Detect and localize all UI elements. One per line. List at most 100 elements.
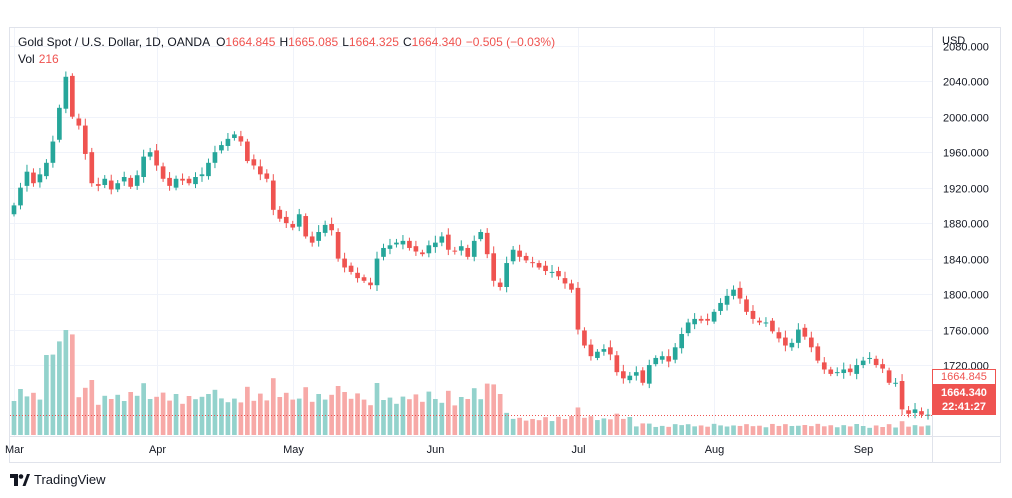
volume-bar xyxy=(808,426,814,435)
candle-body xyxy=(225,138,231,146)
volume-bar xyxy=(834,427,840,435)
candle-body xyxy=(394,242,399,245)
volume-bar xyxy=(718,425,723,435)
volume-bar xyxy=(193,399,198,435)
candle-body xyxy=(854,365,860,374)
candle-body xyxy=(128,177,134,187)
legend-close-value: 1664.340 xyxy=(411,35,462,49)
volume-bar xyxy=(588,416,594,435)
candle-body xyxy=(705,318,710,321)
volume-bar xyxy=(439,402,445,435)
volume-bar xyxy=(290,399,296,435)
candle-body xyxy=(407,240,412,248)
volume-value: 216 xyxy=(38,52,59,66)
volume-bar xyxy=(141,383,146,435)
candle-body xyxy=(724,295,730,305)
volume-legend: Vol 216 xyxy=(18,52,59,66)
candle-body xyxy=(134,175,140,186)
volume-bar xyxy=(407,399,412,435)
volume-bar xyxy=(322,399,328,435)
volume-bar xyxy=(724,426,730,435)
candle-body xyxy=(147,152,153,157)
volume-bar xyxy=(420,401,425,435)
candle-body xyxy=(770,320,775,332)
candle-body xyxy=(232,134,237,138)
candle-body xyxy=(342,258,347,268)
y-tick-label: 1760.000 xyxy=(943,326,989,338)
volume-bar xyxy=(601,418,607,435)
candle-body xyxy=(368,282,373,286)
volume-bar xyxy=(510,418,516,435)
volume-bar xyxy=(445,390,451,435)
volume-bar xyxy=(783,424,788,435)
bar-countdown: 22:41:27 xyxy=(941,401,987,413)
volume-bar xyxy=(640,423,646,435)
candle-body xyxy=(497,282,503,287)
volume-bar xyxy=(666,426,672,435)
volume-bar xyxy=(342,392,347,435)
volume-bar xyxy=(737,425,743,435)
volume-bar xyxy=(232,398,237,435)
candle-body xyxy=(471,240,477,257)
y-tick-label: 1960.000 xyxy=(943,148,989,160)
volume-bar xyxy=(672,424,678,435)
candle-body xyxy=(76,118,82,126)
volume-bar xyxy=(893,427,898,435)
candle-body xyxy=(633,372,639,376)
candle-body xyxy=(886,370,892,383)
candle-body xyxy=(303,216,309,237)
volume-bar xyxy=(95,404,101,435)
volume-bar xyxy=(316,394,322,435)
candle-body xyxy=(692,318,697,325)
candle-body xyxy=(44,162,49,177)
volume-bar xyxy=(374,383,380,435)
x-tick-label: Mar xyxy=(5,444,24,456)
candle-body xyxy=(238,136,244,142)
volume-bar xyxy=(102,395,108,435)
volume-bar xyxy=(283,392,289,435)
open-price-tag: 1664.845 xyxy=(932,369,996,385)
volume-bar xyxy=(796,425,801,435)
candle-body xyxy=(154,150,159,166)
volume-bar xyxy=(847,426,853,435)
candle-body xyxy=(841,369,847,374)
candle-body xyxy=(355,272,360,279)
candle-body xyxy=(18,187,23,206)
chart-frame xyxy=(9,27,1001,463)
volume-bar xyxy=(452,405,458,435)
volume-bar xyxy=(121,401,127,435)
volume-bar xyxy=(744,424,749,435)
volume-bar xyxy=(646,423,652,435)
volume-bar xyxy=(160,392,166,435)
volume-bar xyxy=(731,425,736,435)
volume-bar xyxy=(685,424,691,435)
volume-bar xyxy=(277,397,283,435)
tradingview-logo-icon xyxy=(10,473,30,486)
candle-body xyxy=(608,347,613,355)
volume-bar xyxy=(257,393,263,435)
volume-bar xyxy=(368,405,373,435)
legend-symbol: Gold Spot / U.S. Dollar, 1D, OANDA xyxy=(18,35,211,49)
candle-body xyxy=(387,245,393,249)
candle-body xyxy=(199,174,205,177)
candle-body xyxy=(361,277,367,281)
candle-body xyxy=(536,263,542,268)
candle-body xyxy=(433,242,438,248)
candle-body xyxy=(11,205,17,215)
candle-body xyxy=(828,369,834,374)
volume-bar xyxy=(517,417,522,435)
volume-bar xyxy=(627,417,633,435)
volume-bar xyxy=(219,398,224,435)
tradingview-brand[interactable]: TradingView xyxy=(10,472,106,487)
volume-bar xyxy=(478,399,484,435)
volume-bar xyxy=(426,391,432,435)
x-tick-label: Aug xyxy=(705,444,725,456)
candle-body xyxy=(63,76,69,109)
volume-bar xyxy=(24,396,30,435)
volume-bar xyxy=(63,330,69,435)
volume-bar xyxy=(659,425,665,435)
candle-body xyxy=(569,283,574,290)
candle-body xyxy=(413,246,419,252)
volume-bar xyxy=(821,426,827,435)
